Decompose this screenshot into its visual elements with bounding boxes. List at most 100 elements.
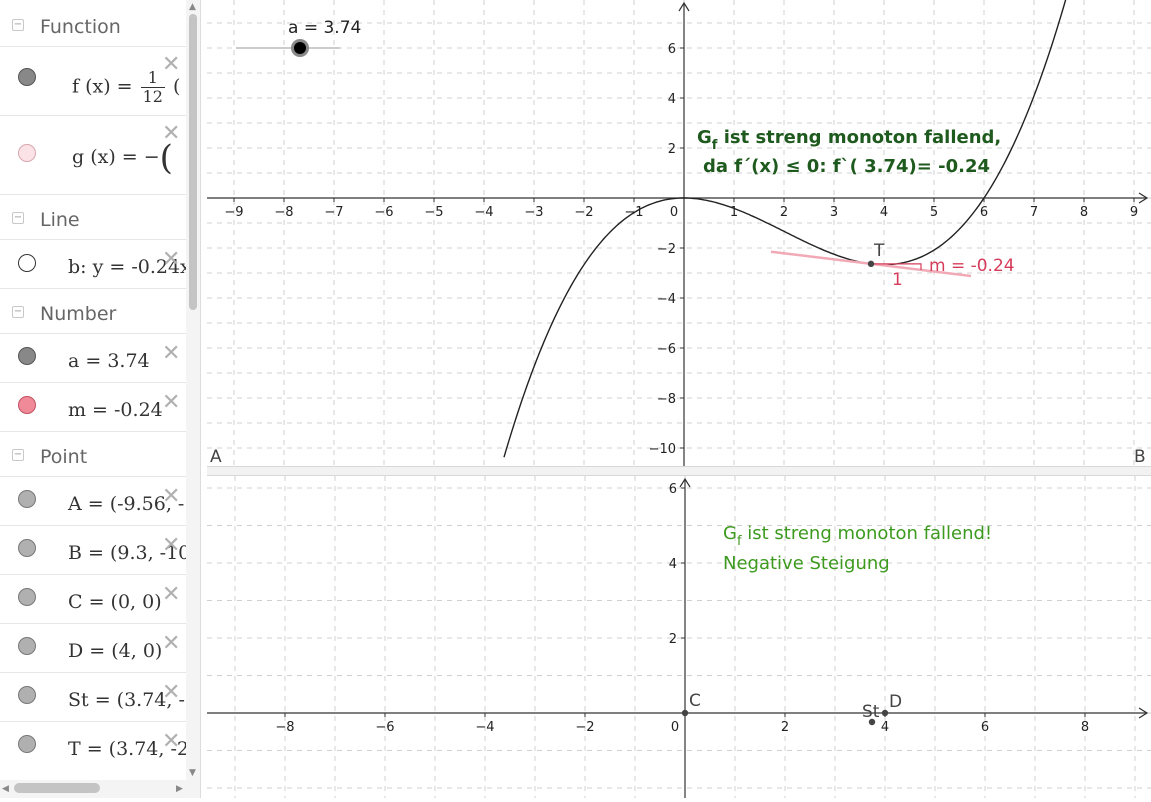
delete-icon[interactable]: ✕ xyxy=(162,484,181,509)
x-tick-label: 7 xyxy=(1030,205,1038,220)
function-f-curve[interactable] xyxy=(503,0,1079,458)
point-C[interactable] xyxy=(681,709,689,717)
visibility-dot-icon[interactable] xyxy=(18,68,36,86)
slope-triangle[interactable] xyxy=(871,263,922,270)
group-title-line: Line xyxy=(40,209,80,231)
algebra-item-point-C[interactable]: C = (0, 0) ✕ xyxy=(0,575,186,624)
algebra-item-m[interactable]: m = -0.24 ✕ xyxy=(0,383,186,432)
algebra-item-point-B[interactable]: B = (9.3, -10.44) ✕ xyxy=(0,526,186,575)
collapse-toggle-icon[interactable]: − xyxy=(12,212,24,224)
delete-icon[interactable]: ✕ xyxy=(162,247,181,272)
x-tick-label: 4 xyxy=(880,205,888,220)
visibility-dot-icon[interactable] xyxy=(18,588,36,606)
monotony-text-line2: da f´(x) ≤ 0: f`( 3.74)= -0.24 xyxy=(703,156,990,177)
grid xyxy=(207,476,1151,798)
slider-a-handle[interactable] xyxy=(291,39,309,57)
y-tick-label: 6 xyxy=(669,482,677,497)
x-tick-label: 6 xyxy=(981,720,989,735)
x-tick-label: 8 xyxy=(1080,205,1088,220)
monotony-text-line2: Negative Steigung xyxy=(723,553,890,574)
delete-icon[interactable]: ✕ xyxy=(162,582,181,607)
visibility-dot-icon[interactable] xyxy=(18,490,36,508)
visibility-dot-icon[interactable] xyxy=(18,686,36,704)
x-tick-label: 2 xyxy=(781,720,789,735)
point-D-label: D xyxy=(889,692,902,712)
algebra-item-a[interactable]: a = 3.74 ✕ xyxy=(0,334,186,383)
delete-icon[interactable]: ✕ xyxy=(162,121,181,146)
delete-icon[interactable]: ✕ xyxy=(162,631,181,656)
axes xyxy=(207,1,1149,466)
point-D[interactable] xyxy=(881,709,889,717)
point-C-label: C xyxy=(689,691,701,711)
algebra-item-point-A[interactable]: A = (-9.56, -10.44) ✕ xyxy=(0,477,186,526)
x-tick-label: 9 xyxy=(1130,205,1138,220)
graphics-view-2[interactable]: −8 −6 −4 −2 0 2 4 6 8 6 4 2 Gf ist streng monoton f… xyxy=(207,476,1151,798)
point-T-value: T = (3.74, -2.78) xyxy=(68,738,186,760)
algebra-item-b[interactable]: b: y = -0.24x ✕ xyxy=(0,240,186,289)
delete-icon[interactable]: ✕ xyxy=(162,533,181,558)
point-B-value: B = (9.3, -10.44) xyxy=(68,542,186,564)
collapse-toggle-icon[interactable]: − xyxy=(12,449,24,461)
view-divider[interactable] xyxy=(207,466,1151,476)
visibility-dot-icon[interactable] xyxy=(18,254,36,272)
group-title-point: Point xyxy=(40,446,88,468)
algebra-item-f[interactable]: f (x) = 1 12 ( ✕ xyxy=(0,47,186,116)
scroll-down-icon[interactable]: ▼ xyxy=(189,768,196,778)
x-tick-label: 2 xyxy=(780,205,788,220)
point-T[interactable] xyxy=(867,260,875,268)
group-header-function[interactable]: − Function xyxy=(0,4,186,47)
algebra-view: − Function f (x) = 1 12 ( ✕ g (x) = −( ✕ … xyxy=(0,0,201,798)
scroll-left-icon[interactable]: ◀ xyxy=(2,784,9,794)
point-St-label: St xyxy=(862,702,880,722)
monotony-text-line1: Gf ist streng monoton fallend! xyxy=(723,523,992,549)
vertical-scrollbar-thumb[interactable] xyxy=(189,14,197,310)
x-tick-label: −3 xyxy=(524,205,543,220)
collapse-toggle-icon[interactable]: − xyxy=(12,19,24,31)
monotony-text-line1: Gf ist streng monoton fallend, xyxy=(697,127,1001,153)
collapse-toggle-icon[interactable]: − xyxy=(12,306,24,318)
x-tick-label: 6 xyxy=(980,205,988,220)
group-header-point[interactable]: − Point xyxy=(0,434,186,477)
y-tick-label: −6 xyxy=(657,342,676,357)
delete-icon[interactable]: ✕ xyxy=(162,52,181,77)
scroll-up-icon[interactable]: ▲ xyxy=(189,2,196,12)
x-tick-label: −7 xyxy=(324,205,343,220)
graphics-view-1[interactable]: −9 −8 −7 −6 −5 −4 −3 −2 −1 0 1 2 3 4 5 6 7 8 9 6 4 2 −2 −4 −6 −8−… xyxy=(207,0,1151,467)
x-tick-label: 5 xyxy=(930,205,938,220)
algebra-item-g[interactable]: g (x) = −( ✕ xyxy=(0,116,186,195)
group-header-number[interactable]: − Number xyxy=(0,291,186,334)
visibility-dot-icon[interactable] xyxy=(18,144,36,162)
point-St[interactable] xyxy=(868,718,876,726)
tick-labels: −8 −6 −4 −2 0 2 4 6 8 6 4 2 xyxy=(275,482,1089,735)
visibility-dot-icon[interactable] xyxy=(18,539,36,557)
delete-icon[interactable]: ✕ xyxy=(162,341,181,366)
visibility-dot-icon[interactable] xyxy=(18,637,36,655)
visibility-dot-icon[interactable] xyxy=(18,347,36,365)
y-tick-label: −8 xyxy=(657,392,676,407)
algebra-item-point-St[interactable]: St = (3.74, -0.24) ✕ xyxy=(0,673,186,722)
slope-run-label: 1 xyxy=(892,270,903,290)
x-tick-label: −9 xyxy=(224,205,243,220)
x-tick-label: −6 xyxy=(374,205,393,220)
fraction: 1 12 xyxy=(140,68,165,106)
horizontal-scrollbar-thumb[interactable] xyxy=(14,783,100,793)
algebra-item-point-T[interactable]: T = (3.74, -2.78) ✕ xyxy=(0,722,186,781)
scroll-right-icon[interactable]: ▶ xyxy=(176,784,183,794)
delete-icon[interactable]: ✕ xyxy=(162,390,181,415)
x-tick-label: −4 xyxy=(475,720,494,735)
x-tick-label: 8 xyxy=(1081,720,1089,735)
group-title-function: Function xyxy=(40,16,121,38)
y-tick-label: −4 xyxy=(657,292,676,307)
x-tick-label: −2 xyxy=(575,720,594,735)
delete-icon[interactable]: ✕ xyxy=(162,729,181,754)
y-tick-label: −2 xyxy=(657,242,676,257)
delete-icon[interactable]: ✕ xyxy=(162,680,181,705)
slope-label: m = -0.24 xyxy=(929,256,1015,276)
visibility-dot-icon[interactable] xyxy=(18,396,36,414)
algebra-item-point-D[interactable]: D = (4, 0) ✕ xyxy=(0,624,186,673)
x-tick-label: −8 xyxy=(274,205,293,220)
group-header-line[interactable]: − Line xyxy=(0,197,186,240)
visibility-dot-icon[interactable] xyxy=(18,735,36,753)
group-title-number: Number xyxy=(40,303,117,325)
point-C-value: C = (0, 0) xyxy=(68,591,162,613)
